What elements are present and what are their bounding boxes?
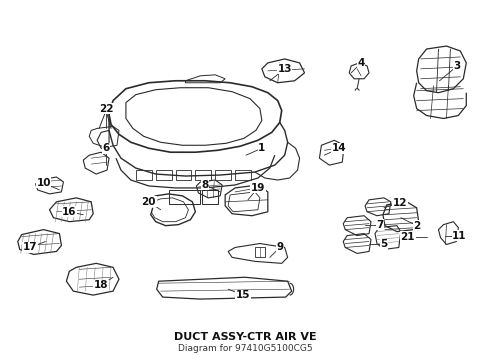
Text: 14: 14 (332, 143, 346, 153)
Text: 10: 10 (36, 178, 51, 188)
Text: 21: 21 (400, 231, 415, 242)
Text: 22: 22 (99, 104, 113, 113)
Text: Diagram for 97410G5100CG5: Diagram for 97410G5100CG5 (178, 344, 312, 353)
Text: 6: 6 (102, 143, 110, 153)
Text: 1: 1 (258, 143, 266, 153)
Text: 16: 16 (62, 207, 76, 217)
Text: 12: 12 (392, 198, 407, 208)
Text: 15: 15 (236, 290, 250, 300)
Text: 3: 3 (454, 61, 461, 71)
Text: 18: 18 (94, 280, 108, 290)
Text: 7: 7 (376, 220, 384, 230)
Text: 2: 2 (413, 221, 420, 231)
Text: 11: 11 (452, 230, 466, 240)
Text: 13: 13 (277, 64, 292, 74)
Text: 9: 9 (276, 243, 283, 252)
Text: 19: 19 (251, 183, 265, 193)
Text: 8: 8 (202, 180, 209, 190)
Text: 20: 20 (142, 197, 156, 207)
Text: 17: 17 (23, 243, 37, 252)
Text: 5: 5 (380, 239, 388, 249)
Text: DUCT ASSY-CTR AIR VE: DUCT ASSY-CTR AIR VE (173, 332, 317, 342)
Text: 4: 4 (357, 58, 365, 68)
